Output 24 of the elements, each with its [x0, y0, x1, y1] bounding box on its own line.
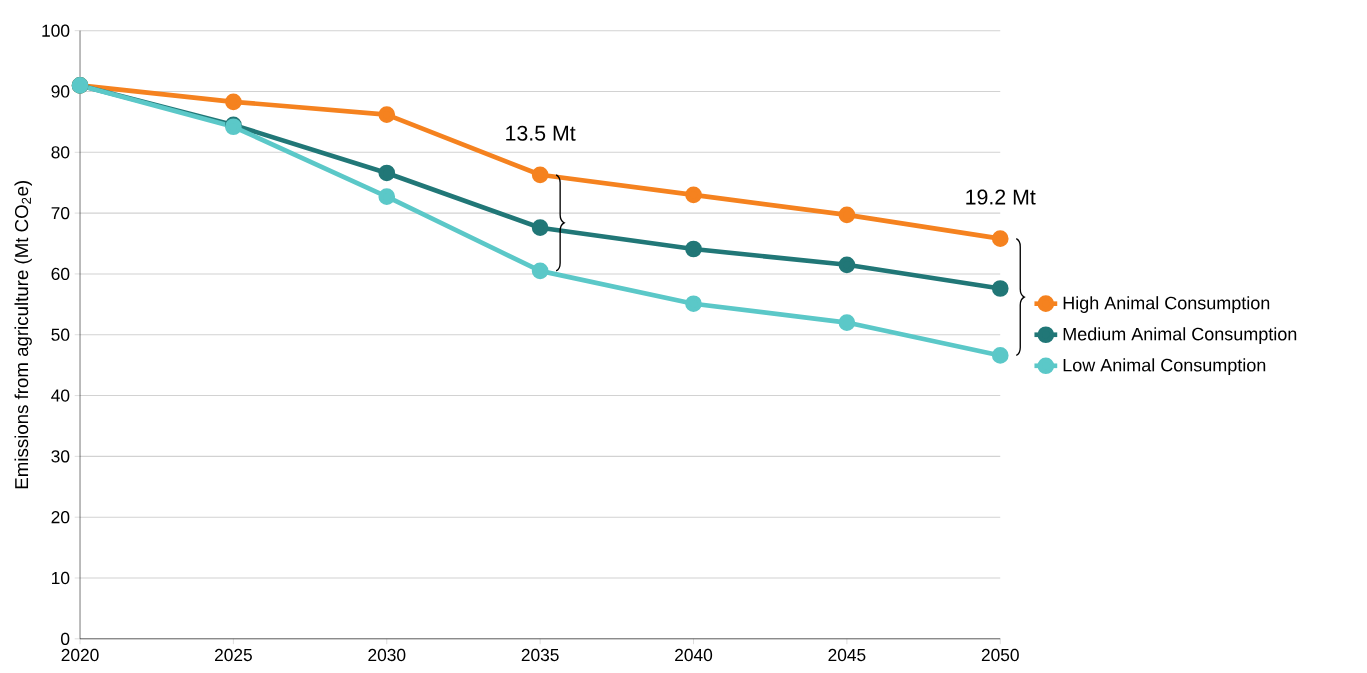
y-tick-label: 10 [52, 571, 70, 584]
y-tick-label: 80 [51, 145, 70, 159]
x-tick-label: 2040 [675, 648, 713, 661]
y-tick-label: 30 [51, 449, 70, 463]
y-tick-label: 60 [51, 267, 70, 280]
legend-label: High Animal Consumption [1063, 295, 1270, 313]
y-tick-label: 40 [51, 389, 70, 402]
y-axis-title: Emissions from agriculture (Mt CO$_{2}$e) [14, 180, 32, 488]
y-tick-label: 100 [42, 24, 70, 37]
legend-label: Low Animal Consumption [1063, 358, 1266, 375]
x-tick-label: 2050 [981, 648, 1019, 661]
legend-label: Medium Animal Consumption [1063, 326, 1297, 344]
y-tick-label: 0 [61, 632, 70, 645]
x-tick-label: 2035 [521, 648, 559, 661]
y-tick-label: 70 [51, 206, 70, 220]
annotation: 19.2 Mt [966, 189, 1036, 205]
x-tick-label: 2030 [368, 648, 406, 661]
annotation: 13.5 Mt [506, 125, 576, 141]
x-tick-label: 2020 [61, 648, 99, 661]
x-tick-label: 2045 [828, 648, 866, 661]
y-tick-label: 20 [51, 510, 70, 524]
y-tick-label: 90 [51, 85, 70, 98]
x-tick-label: 2025 [214, 648, 252, 661]
y-tick-label: 50 [51, 328, 70, 341]
